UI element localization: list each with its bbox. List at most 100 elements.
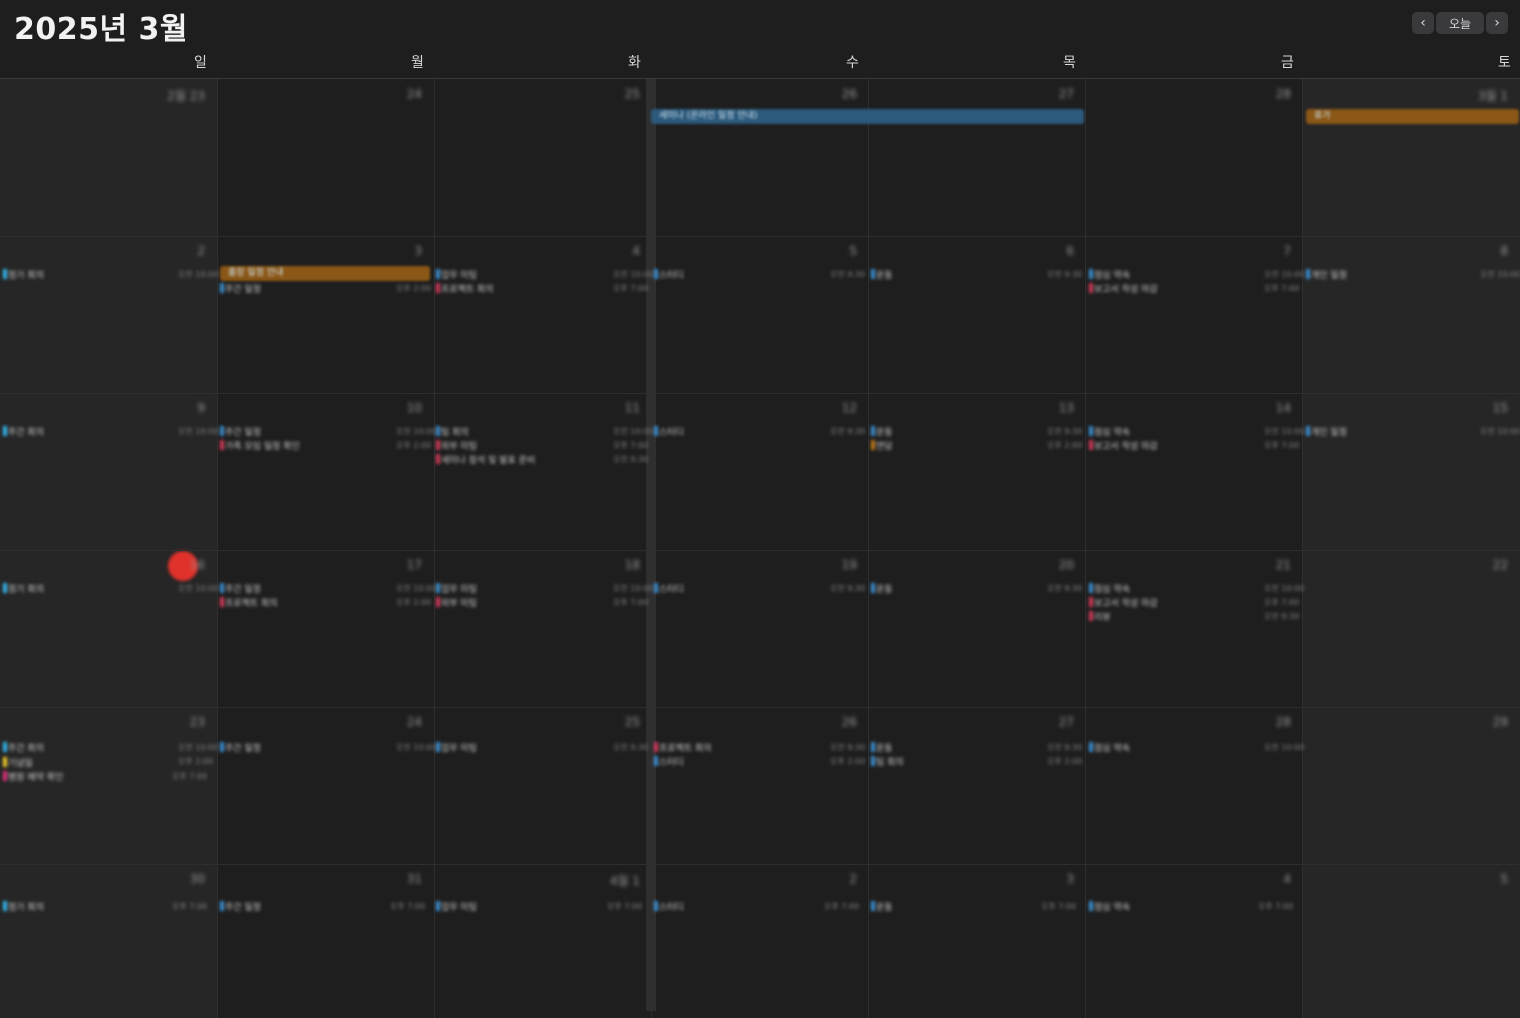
day-number[interactable]: 24 [406,715,422,729]
event-item[interactable]: 보고서 작성 마감 [1089,282,1158,295]
day-number[interactable]: 14 [1275,401,1291,415]
day-number[interactable]: 19 [841,558,857,572]
day-number[interactable]: 27 [1058,715,1074,729]
day-number[interactable]: 4 [632,244,640,258]
day-number[interactable]: 28 [1275,87,1291,101]
day-number[interactable]: 29 [1492,715,1508,729]
event-item[interactable]: 점심 약속 [1089,741,1130,754]
event-title: 업무 미팅 [441,903,477,913]
day-number[interactable]: 5 [849,244,857,258]
event-item[interactable]: 정기 회의 [3,268,44,281]
day-number[interactable]: 30 [189,872,205,886]
day-number[interactable]: 23 [189,715,205,729]
event-item[interactable]: 정기 회의 [3,900,44,913]
event-item[interactable]: 점심 약속 [1089,425,1130,438]
event-item[interactable]: 주간 회의 [3,741,44,754]
today-button[interactable]: 오늘 [1436,12,1484,34]
event-item[interactable]: 외부 미팅 [436,439,477,452]
event-item[interactable]: 외부 미팅 [436,596,477,609]
event-item[interactable]: 정기 회의 [3,582,44,595]
event-item[interactable]: 면담 [871,439,893,452]
day-number[interactable]: 9 [197,401,205,415]
day-number[interactable]: 15 [1492,401,1508,415]
event-item[interactable]: 프로젝트 회의 [436,282,494,295]
day-number[interactable]: 27 [1058,87,1074,101]
all-day-event[interactable]: 출장 일정 안내 [220,266,430,281]
event-item[interactable]: 팀 회의 [436,425,469,438]
event-item[interactable]: 업무 미팅 [436,268,477,281]
week-divider [0,707,1520,708]
event-item[interactable]: 점심 약속 [1089,900,1130,913]
chevron-right-icon[interactable]: › [1486,12,1508,34]
event-item[interactable]: 운동 [871,900,893,913]
day-number[interactable]: 20 [1058,558,1074,572]
event-item[interactable]: 개인 일정 [1306,425,1347,438]
day-number[interactable]: 26 [841,87,857,101]
event-item[interactable]: 세미나 참석 및 발표 준비 [436,453,535,466]
event-item[interactable]: 주간 일정 [220,582,261,595]
event-item[interactable]: 프로젝트 회의 [654,741,712,754]
day-number[interactable]: 18 [624,558,640,572]
event-item[interactable]: 업무 미팅 [436,741,477,754]
event-item[interactable]: 업무 미팅 [436,900,477,913]
event-item[interactable]: 업무 미팅 [436,582,477,595]
event-item[interactable]: 운동 [871,268,893,281]
event-title: 점심 약속 [1094,903,1130,913]
day-number[interactable]: 2 [197,244,205,258]
day-number[interactable]: 25 [624,87,640,101]
day-number[interactable]: 24 [406,87,422,101]
event-item[interactable]: 스터디 [654,582,684,595]
day-number[interactable]: 22 [1492,558,1508,572]
event-item[interactable]: 리뷰 [1089,610,1111,623]
event-item[interactable]: 점심 약속 [1089,268,1130,281]
event-item[interactable]: 스터디 [654,268,684,281]
event-item[interactable]: 스터디 [654,755,684,768]
event-item[interactable]: 주간 일정 [220,900,261,913]
event-item[interactable]: 스터디 [654,900,684,913]
event-item[interactable]: 프로젝트 회의 [220,596,278,609]
event-item[interactable]: 보고서 작성 마감 [1089,439,1158,452]
day-number[interactable]: 4 [1283,872,1291,886]
all-day-event[interactable]: 세미나 (온라인 일정 안내) [651,109,1084,124]
day-number[interactable]: 3월 1 [1477,89,1508,103]
event-item[interactable]: 스터디 [654,425,684,438]
day-number[interactable]: 11 [624,401,640,415]
event-item[interactable]: 주간 일정 [220,425,261,438]
day-number[interactable]: 8 [1500,244,1508,258]
day-number[interactable]: 5 [1500,872,1508,886]
day-number[interactable]: 13 [1058,401,1074,415]
event-item[interactable]: 기념일 [3,756,33,769]
day-number[interactable]: 2월 23 [167,89,205,103]
all-day-event[interactable]: 휴가 [1306,109,1519,124]
day-number[interactable]: 12 [841,401,857,415]
day-number[interactable]: 2 [849,872,857,886]
event-item[interactable]: 병원 예약 확인 [3,770,64,783]
event-item[interactable]: 운동 [871,582,893,595]
day-number[interactable]: 16 [189,558,205,572]
event-item[interactable]: 운동 [871,741,893,754]
day-number[interactable]: 4월 1 [609,874,640,888]
day-number[interactable]: 3 [414,244,422,258]
day-number[interactable]: 6 [1066,244,1074,258]
day-number[interactable]: 3 [1066,872,1074,886]
day-number[interactable]: 25 [624,715,640,729]
day-number[interactable]: 31 [406,872,422,886]
event-item[interactable]: 주간 일정 [220,282,261,295]
event-item[interactable]: 점심 약속 [1089,582,1130,595]
day-number[interactable]: 21 [1275,558,1291,572]
event-item[interactable]: 주간 회의 [3,425,44,438]
event-item[interactable]: 주간 일정 [220,741,261,754]
day-number[interactable]: 26 [841,715,857,729]
day-number[interactable]: 10 [406,401,422,415]
event-item[interactable]: 보고서 작성 마감 [1089,596,1158,609]
event-item[interactable]: 가족 모임 일정 확인 [220,439,300,452]
event-title: 병원 예약 확인 [8,773,64,783]
day-number[interactable]: 17 [406,558,422,572]
event-item[interactable]: 개인 일정 [1306,268,1347,281]
day-number[interactable]: 28 [1275,715,1291,729]
event-item[interactable]: 팀 회의 [871,755,904,768]
chevron-left-icon[interactable]: ‹ [1412,12,1434,34]
event-item[interactable]: 운동 [871,425,893,438]
month-navigation: ‹ 오늘 › [1412,12,1508,34]
day-number[interactable]: 7 [1283,244,1291,258]
